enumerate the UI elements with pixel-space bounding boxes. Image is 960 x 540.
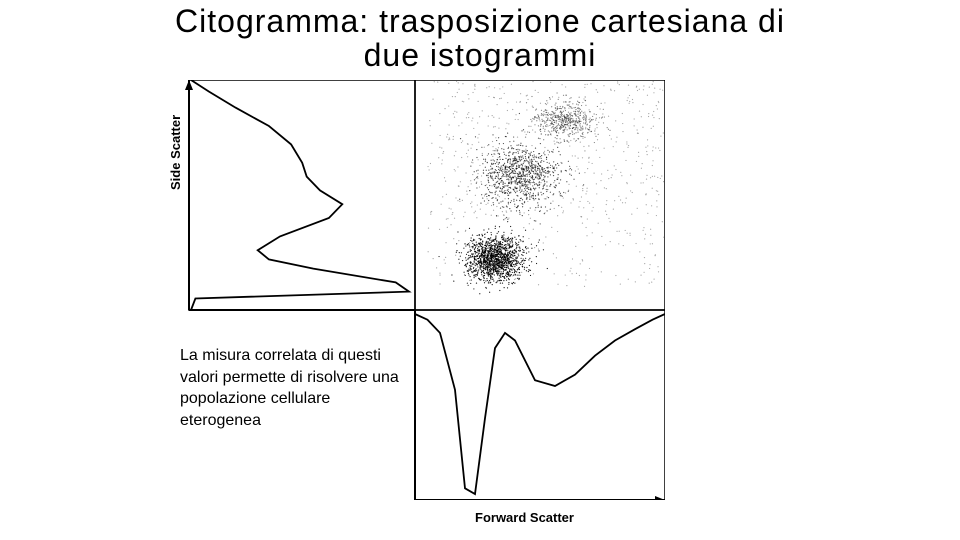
slide-title: Citogramma: trasposizione cartesiana di … [0,5,960,72]
y-axis-label: Side Scatter [168,115,183,190]
cytogram-figure [185,80,665,500]
cytogram-svg [185,80,665,500]
x-axis-label: Forward Scatter [475,510,574,525]
title-line-2: due istogrammi [364,37,597,73]
title-line-1: Citogramma: trasposizione cartesiana di [175,3,785,39]
